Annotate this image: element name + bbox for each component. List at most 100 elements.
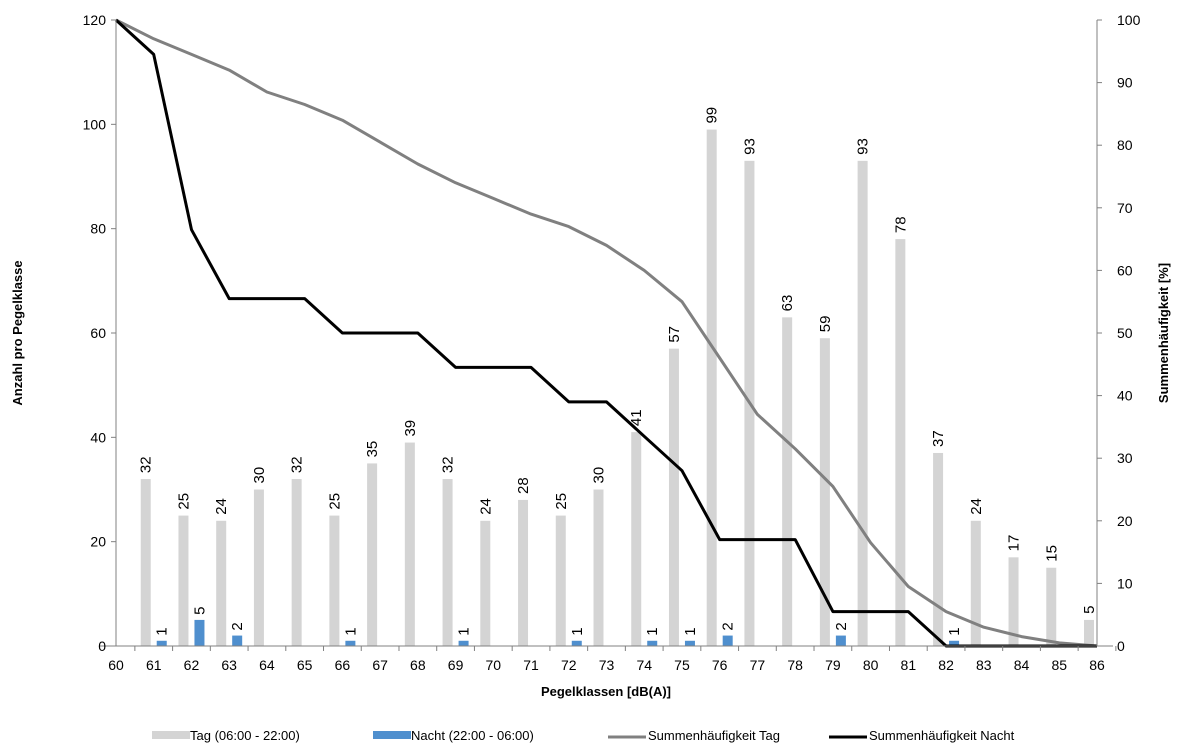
- x-tick-label-71: 71: [523, 657, 539, 673]
- data-label-tag-79: 59: [817, 316, 834, 333]
- x-tick-label-70: 70: [486, 657, 502, 673]
- y-tick-label-60: 60: [90, 325, 106, 341]
- data-label-tag-73: 30: [591, 467, 608, 484]
- bar-tag-79: [819, 338, 830, 646]
- y2-tick-label-30: 30: [1117, 450, 1133, 466]
- data-label-tag-81: 78: [892, 216, 909, 233]
- x-tick-label-64: 64: [259, 657, 275, 673]
- x-tick-label-80: 80: [863, 657, 879, 673]
- bar-tag-85: [1046, 567, 1057, 646]
- x-tick-label-72: 72: [561, 657, 577, 673]
- legend-label-tag: Tag (06:00 - 22:00): [190, 728, 300, 743]
- data-label-tag-80: 93: [855, 138, 872, 155]
- x-tick-label-86: 86: [1089, 657, 1105, 673]
- bar-nacht-69: [458, 640, 469, 646]
- x-tick-label-60: 60: [108, 657, 124, 673]
- data-label-tag-78: 63: [779, 295, 796, 312]
- y2-tick-label-70: 70: [1117, 200, 1133, 216]
- legend-item-tag: Tag (06:00 - 22:00): [152, 728, 300, 743]
- x-tick-label-76: 76: [712, 657, 728, 673]
- bar-tag-86: [1084, 619, 1094, 646]
- bar-nacht-82: [949, 640, 960, 646]
- legend-item-sum-tag: Summenhäufigkeit Tag: [608, 728, 780, 743]
- bar-tag-61: [140, 479, 151, 646]
- axes-group: 0 20 40 60 80 100 120 0 10 20 30 40 50 60 70 80 90 100 60 6…: [83, 12, 1141, 673]
- bar-nacht-74: [647, 640, 658, 646]
- bar-nacht-66: [345, 640, 356, 646]
- y2-tick-label-80: 80: [1117, 137, 1133, 153]
- bar-tag-74: [631, 432, 642, 646]
- bar-tag-84: [1008, 557, 1019, 646]
- x-tick-label-79: 79: [825, 657, 841, 673]
- legend-swatch-tag: [152, 731, 190, 739]
- bar-tag-76: [706, 129, 717, 647]
- x-tick-label-69: 69: [448, 657, 464, 673]
- data-label-tag-77: 93: [741, 138, 758, 155]
- data-label-tag-85: 15: [1043, 545, 1060, 562]
- data-label-tag-65: 32: [289, 456, 306, 473]
- legend-label-sum-nacht: Summenhäufigkeit Nacht: [869, 728, 1015, 743]
- x-tick-label-68: 68: [410, 657, 426, 673]
- x-axis-title: Pegelklassen [dB(A)]: [541, 684, 671, 699]
- x-tick-label-81: 81: [901, 657, 917, 673]
- line-summenhaeufigkeit-tag: [115, 18, 1098, 648]
- x-tick-label-73: 73: [599, 657, 615, 673]
- data-label-nacht-72: 1: [569, 627, 586, 635]
- bar-tag-75: [668, 348, 679, 646]
- y-tick-label-20: 20: [90, 534, 106, 550]
- bar-nacht-76: [722, 635, 733, 646]
- y2-tick-label-0: 0: [1117, 638, 1125, 654]
- data-label-tag-62: 25: [175, 493, 192, 510]
- line-summenhaeufigkeit-nacht: [114, 18, 1097, 648]
- bars-tag-group: [140, 129, 1094, 647]
- data-label-nacht-61: 1: [154, 627, 171, 635]
- data-label-tag-66: 25: [326, 493, 343, 510]
- y2-tick-label-100: 100: [1117, 12, 1141, 28]
- y2-tick-label-20: 20: [1117, 513, 1133, 529]
- bar-tag-69: [442, 479, 453, 646]
- data-label-nacht-69: 1: [456, 627, 473, 635]
- bar-tag-65: [291, 479, 302, 646]
- x-tick-label-82: 82: [938, 657, 954, 673]
- bar-tag-83: [970, 520, 981, 646]
- bar-tag-71: [518, 499, 529, 646]
- y-tick-label-100: 100: [83, 116, 107, 132]
- bar-tag-67: [367, 463, 378, 646]
- data-label-tag-72: 25: [553, 493, 570, 510]
- x-tick-label-66: 66: [335, 657, 351, 673]
- x-tick-label-65: 65: [297, 657, 313, 673]
- x-tick-label-67: 67: [372, 657, 388, 673]
- legend-item-sum-nacht: Summenhäufigkeit Nacht: [829, 728, 1015, 743]
- bar-nacht-75: [684, 640, 695, 646]
- bar-nacht-63: [232, 635, 243, 646]
- data-label-nacht-66: 1: [342, 627, 359, 635]
- data-label-nacht-63: 2: [229, 622, 246, 630]
- legend-label-sum-tag: Summenhäufigkeit Tag: [648, 728, 780, 743]
- x-tick-label-63: 63: [221, 657, 237, 673]
- y-tick-label-120: 120: [83, 12, 107, 28]
- x-tick-label-75: 75: [674, 657, 690, 673]
- data-label-tag-75: 57: [666, 326, 683, 343]
- x-tick-label-83: 83: [976, 657, 992, 673]
- y-tick-label-0: 0: [98, 638, 106, 654]
- data-label-tag-69: 32: [440, 456, 457, 473]
- data-label-tag-83: 24: [968, 498, 985, 515]
- y-tick-label-40: 40: [90, 429, 106, 445]
- x-tick-label-77: 77: [750, 657, 766, 673]
- data-label-nacht-76: 2: [720, 622, 737, 630]
- bar-tag-66: [329, 515, 340, 646]
- data-label-tag-82: 37: [930, 430, 947, 447]
- bar-nacht-79: [835, 635, 846, 646]
- y2-tick-label-50: 50: [1117, 325, 1133, 341]
- y2-axis-title: Summenhäufigkeit [%]: [1156, 263, 1171, 403]
- bar-nacht-61: [156, 640, 167, 646]
- bar-tag-80: [857, 160, 868, 646]
- data-label-nacht-75: 1: [682, 627, 699, 635]
- bar-tag-82: [933, 452, 944, 646]
- y2-tick-label-10: 10: [1117, 575, 1133, 591]
- legend-label-nacht: Nacht (22:00 - 06:00): [411, 728, 534, 743]
- data-label-tag-84: 17: [1006, 535, 1023, 552]
- data-label-tag-61: 32: [138, 456, 155, 473]
- x-tick-label-85: 85: [1051, 657, 1067, 673]
